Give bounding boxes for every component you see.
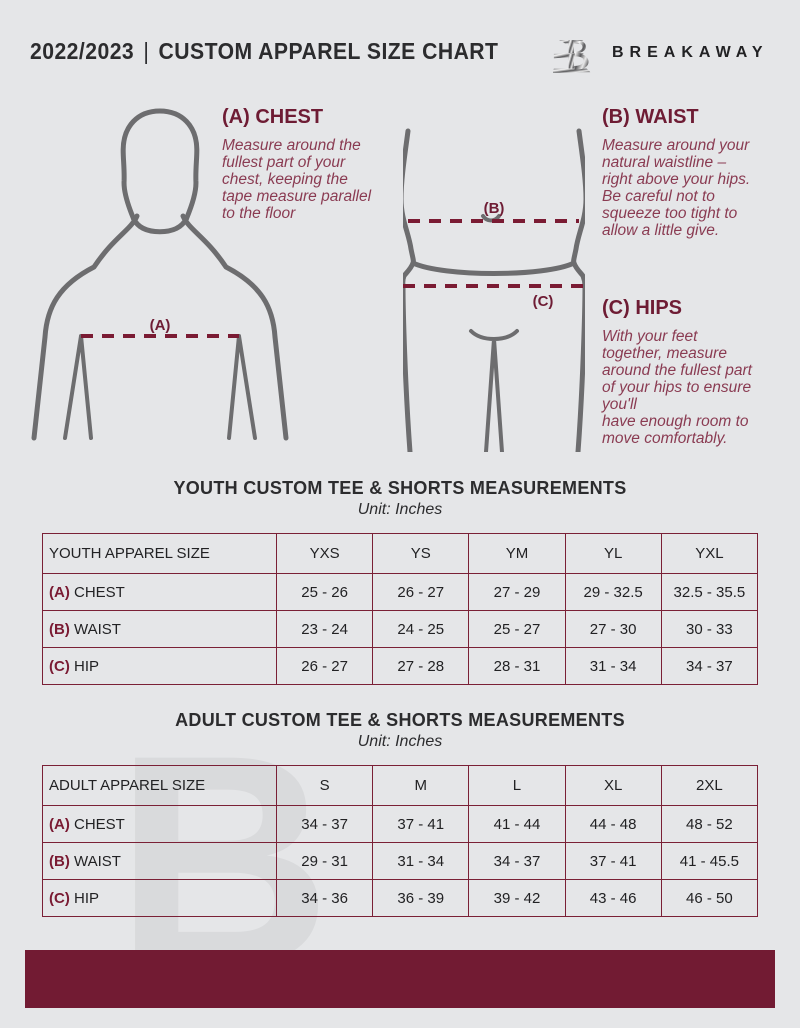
svg-text:(B): (B) (484, 200, 505, 217)
svg-text:(A): (A) (150, 317, 171, 334)
svg-text:(C): (C) (533, 293, 554, 310)
